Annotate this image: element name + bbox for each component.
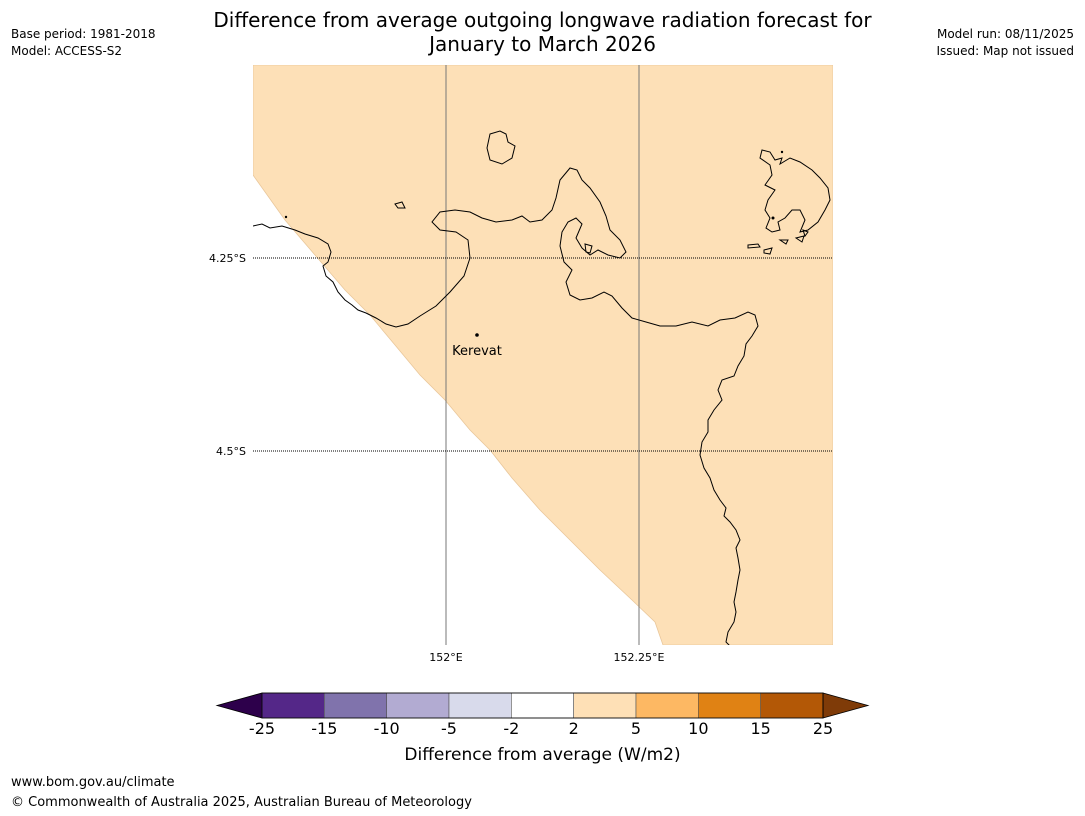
lat-label-4-25: 4.25°S [209, 252, 246, 265]
title-line-1: Difference from average outgoing longwav… [213, 8, 872, 32]
issued-text: Issued: Map not issued [936, 44, 1074, 58]
islet [771, 216, 775, 220]
base-period-text: Base period: 1981-2018 [11, 27, 156, 41]
colorbar-tick-label: 15 [750, 719, 771, 738]
colorbar-label: Difference from average (W/m2) [404, 745, 681, 765]
colorbar-tick-label: 25 [812, 719, 834, 738]
town-label: Kerevat [452, 344, 502, 359]
colorbar [215, 692, 870, 719]
colorbar-tick-label: 2 [568, 719, 579, 738]
colorbar-segment [448, 692, 512, 719]
islet [284, 215, 288, 219]
town-marker [475, 333, 479, 337]
colorbar-tick-label: -25 [248, 719, 276, 738]
colorbar-segment [261, 692, 325, 719]
colorbar-under-arrow [215, 692, 263, 719]
colorbar-tick-label: 10 [688, 719, 709, 738]
colorbar-segment [760, 692, 824, 719]
lon-label-152-25: 152.25°E [614, 651, 665, 664]
islet [780, 150, 784, 154]
colorbar-segment [324, 692, 387, 719]
colorbar-tick-label: -15 [311, 719, 338, 738]
colorbar-segment [511, 692, 574, 719]
footer-copyright: © Commonwealth of Australia 2025, Austra… [11, 795, 472, 810]
colorbar-tick-label: 5 [630, 719, 642, 738]
colorbar-segment [386, 692, 450, 719]
model-run-text: Model run: 08/11/2025 [936, 27, 1074, 41]
meta-left: Base period: 1981-2018 Model: ACCESS-S2 [11, 26, 156, 60]
colorbar-segment [635, 692, 699, 719]
colorbar-tick-label: -5 [441, 719, 457, 738]
footer-url[interactable]: www.bom.gov.au/climate [11, 775, 175, 790]
colorbar-frame [261, 692, 824, 719]
lon-label-152: 152°E [429, 651, 462, 664]
colorbar-segment [698, 692, 761, 719]
colorbar-segment [573, 692, 637, 719]
colorbar-over-arrow [822, 692, 870, 719]
title-line-2: January to March 2026 [429, 32, 656, 56]
map-title: Difference from average outgoing longwav… [0, 8, 1085, 56]
coastline [253, 130, 831, 645]
meta-right: Model run: 08/11/2025 Issued: Map not is… [936, 26, 1074, 60]
land-area [253, 65, 833, 645]
model-text: Model: ACCESS-S2 [11, 44, 123, 58]
lat-label-4-5: 4.5°S [216, 445, 246, 458]
colorbar-tick-label: -2 [503, 719, 520, 738]
colorbar-tick-label: -10 [373, 719, 400, 738]
